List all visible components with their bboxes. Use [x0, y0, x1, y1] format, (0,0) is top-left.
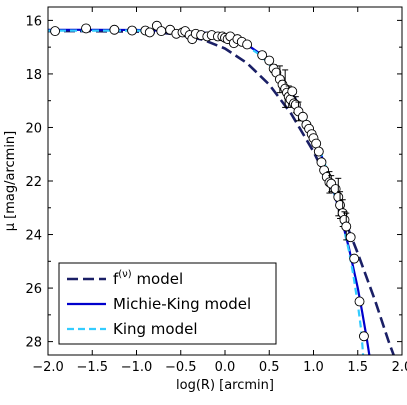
- data-point: [81, 23, 92, 34]
- legend-label-fnu: f(ν) model: [113, 269, 183, 288]
- legend-label-michie: Michie-King model: [113, 295, 251, 313]
- data-point: [341, 221, 352, 232]
- data-point: [313, 146, 324, 157]
- data-point: [287, 86, 298, 97]
- y-tick-label: 16: [25, 14, 42, 29]
- data-point: [109, 24, 120, 35]
- y-tick-label: 26: [25, 282, 42, 297]
- y-tick-label: 22: [25, 175, 42, 190]
- y-tick-label: 24: [25, 229, 42, 244]
- data-point: [257, 50, 268, 61]
- data-point: [127, 25, 138, 36]
- x-tick-label: 1.0: [303, 360, 324, 375]
- data-point: [358, 331, 369, 342]
- data-point: [156, 26, 167, 37]
- x-tick-label: 2.0: [392, 360, 407, 375]
- data-point: [144, 27, 155, 38]
- x-tick-label: 0.5: [259, 360, 280, 375]
- data-point: [242, 39, 253, 50]
- x-tick-label: 0.0: [215, 360, 236, 375]
- data-point: [50, 26, 61, 37]
- x-axis-label: log(R) [arcmin]: [176, 378, 274, 393]
- x-tick-label: −1.5: [76, 360, 108, 375]
- y-tick-label: 20: [25, 121, 42, 136]
- points-layer: [50, 20, 369, 342]
- ticks: −2.0 −1.5 −1.0 −0.5 0.0 0.5 1.0 1.5 2.0 16 18 20 22 2…: [25, 7, 407, 375]
- data-point: [297, 111, 308, 122]
- data-point: [354, 296, 365, 307]
- y-tick-label: 18: [25, 68, 42, 83]
- data-point: [264, 55, 275, 66]
- data-point: [349, 253, 360, 264]
- x-tick-label: −2.0: [32, 360, 64, 375]
- x-tick-label: −0.5: [165, 360, 197, 375]
- legend-label-king: King model: [113, 320, 198, 338]
- x-tick-label: −1.0: [121, 360, 153, 375]
- data-point: [345, 232, 356, 243]
- y-axis-label: μ [mag/arcmin]: [3, 131, 18, 232]
- legend: f(ν) model Michie-King model King model: [58, 262, 277, 345]
- x-tick-label: 1.5: [347, 360, 368, 375]
- y-tick-label: 28: [25, 336, 42, 351]
